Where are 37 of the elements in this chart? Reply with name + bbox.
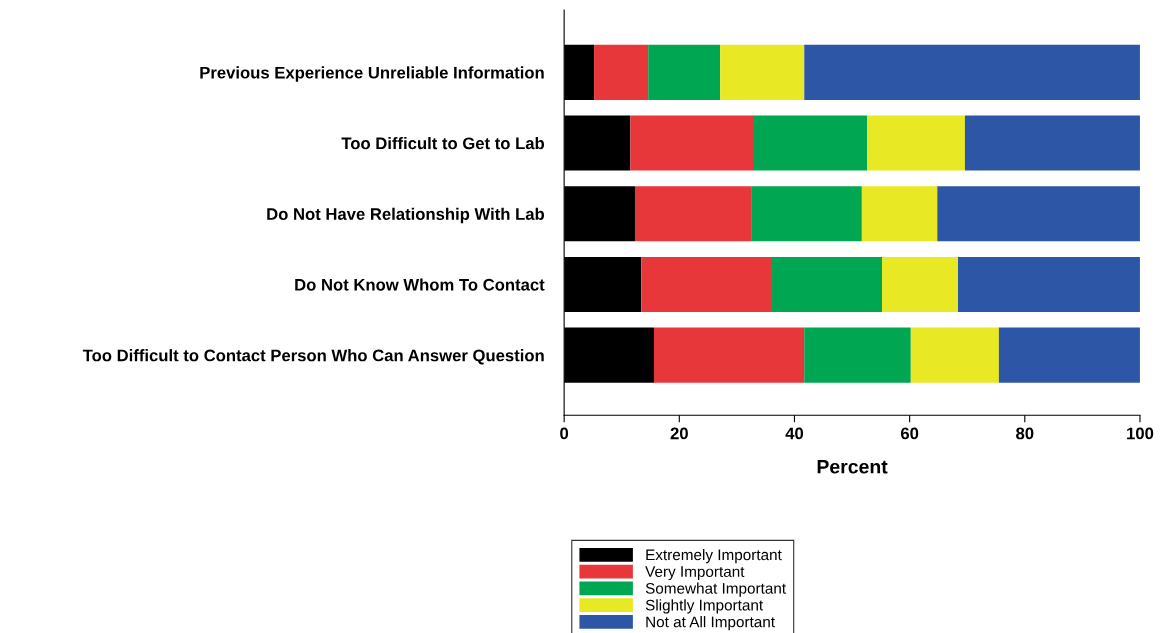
bar	[634, 186, 752, 242]
x-tick-label: 0	[560, 427, 569, 440]
legend-label: Slightly Important	[645, 599, 764, 614]
bar	[804, 327, 911, 383]
bar	[648, 44, 721, 100]
bar	[751, 186, 862, 242]
legend-label: Extremely Important	[646, 549, 782, 564]
bar	[641, 256, 773, 313]
bar	[964, 115, 1140, 171]
legend-label: Somewhat Important	[645, 582, 786, 597]
x-tick-label: 20	[670, 427, 688, 440]
x-tick-label: 80	[1016, 427, 1034, 440]
bar	[772, 256, 882, 313]
bar	[958, 256, 1140, 313]
x-tick-label: 40	[785, 427, 804, 440]
x-axis-title: Percent	[817, 459, 888, 474]
legend-label: Not at All Important	[646, 616, 775, 631]
bar	[720, 44, 805, 100]
y-tick-label: Do Not Know Whom To Contact	[295, 278, 545, 291]
y-tick-label: Too Difficult to Contact Person Who Can Answer Question	[82, 349, 544, 365]
y-tick-label: Do Not Have Relationship With Lab	[267, 207, 545, 224]
bar	[753, 115, 868, 171]
bar	[630, 115, 754, 171]
bar	[867, 115, 965, 171]
bar	[882, 256, 959, 313]
bar	[910, 327, 999, 383]
legend-label: Very Important	[645, 566, 745, 581]
y-tick-label: Previous Experience Unreliable Information	[200, 66, 544, 82]
bar	[861, 186, 938, 242]
bar	[594, 44, 649, 100]
x-tick-label: 100	[1127, 427, 1154, 440]
x-tick-label: 60	[900, 427, 919, 440]
bar	[937, 186, 1140, 242]
y-tick-label: Too Difficult to Get to Lab	[341, 137, 545, 150]
bar	[653, 327, 805, 383]
bar	[998, 327, 1140, 383]
bar	[804, 44, 1140, 100]
